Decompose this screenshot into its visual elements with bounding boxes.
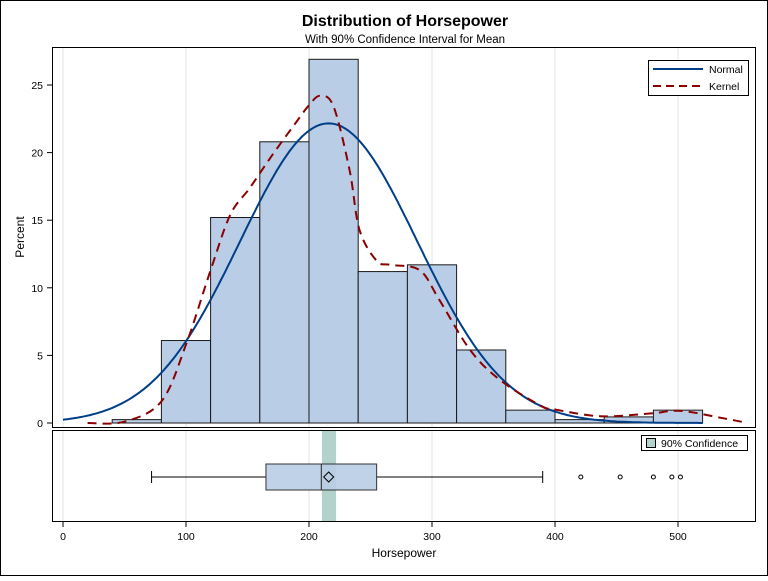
y-tick-label: 10 [31,283,43,295]
density-curves [62,94,745,425]
outlier-point [669,474,675,480]
histogram-bar [456,349,507,424]
legend-confidence: 90% Confidence [641,435,748,451]
x-tick-label: 500 [669,531,687,543]
x-tick-label: 100 [177,531,195,543]
x-tick-label: 300 [423,531,441,543]
outlier-point [677,474,683,480]
y-tick-label: 5 [37,350,43,362]
x-tick-label: 0 [60,531,66,543]
legend-box [648,60,749,96]
outlier-point [617,474,623,480]
legend-confidence-box [641,435,748,451]
outlier-point [650,474,656,480]
legend-curves: Normal Kernel [648,60,749,96]
kernel-curve [87,94,745,425]
legend-normal-label: Normal [709,64,743,76]
histogram-bar [308,58,359,424]
y-tick-label: 25 [31,80,43,92]
x-tick-label: 200 [300,531,318,543]
chart-subtitle: With 90% Confidence Interval for Mean [305,34,505,46]
normal-curve [62,122,703,424]
histogram-bar [259,141,310,424]
histogram-bar [160,340,212,424]
histogram-frame [52,47,756,428]
histogram-bar [406,264,458,424]
histogram-bar [505,409,556,424]
histogram-bars [111,58,704,424]
histogram-bar [357,271,408,424]
chart-title: Distribution of Horsepower [302,13,508,30]
x-axis-label: Horsepower [372,546,437,560]
axes: 0 100 200 300 400 500 0 5 10 15 20 25 [31,80,687,543]
boxplot [151,431,683,521]
boxplot-frame [52,430,756,522]
y-tick-label: 0 [37,418,43,430]
y-axis-label: Percent [13,216,27,258]
legend-confidence-swatch [646,438,656,448]
outlier-point [578,474,584,480]
x-tick-label: 400 [546,531,564,543]
legend-confidence-label: 90% Confidence [661,438,738,450]
mean-marker [322,471,335,483]
y-tick-label: 20 [31,148,43,160]
y-tick-label: 15 [31,215,43,227]
legend-kernel-label: Kernel [709,81,739,93]
